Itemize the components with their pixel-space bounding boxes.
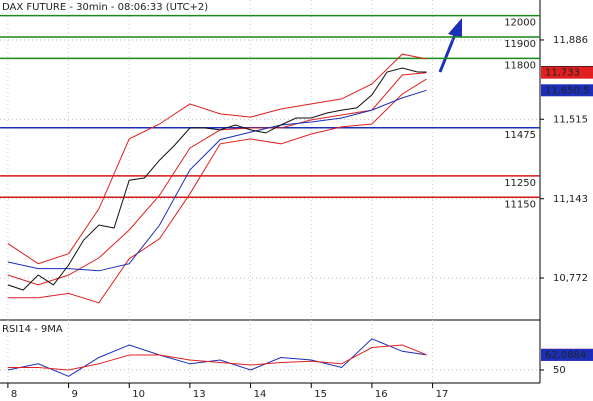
level-label: 12000 (504, 18, 536, 29)
price-tag-label: 11,650.5 (545, 85, 590, 96)
y-tick-label: 50 (553, 365, 566, 376)
level-label: 11800 (504, 60, 536, 71)
forecast-arrow (438, 31, 458, 73)
x-tick-label: 13 (193, 389, 206, 400)
series-line (7, 344, 427, 371)
y-tick-label: 10,772 (553, 273, 588, 284)
series-line (7, 53, 427, 265)
x-tick-label: 10 (132, 389, 145, 400)
series-line (7, 67, 427, 291)
forecast-arrow-head (448, 18, 462, 38)
series-line (7, 338, 427, 377)
price-tag-label: 62.0884 (545, 350, 586, 361)
x-tick-label: 17 (436, 389, 449, 400)
x-tick-label: 14 (254, 389, 267, 400)
series-line (7, 78, 427, 304)
price-tag (541, 348, 593, 361)
x-tick-label: 9 (72, 389, 78, 400)
price-tag-label: 11,733 (545, 68, 580, 79)
y-tick-label: 11,515 (553, 114, 588, 125)
y-tick-label: 11,886 (553, 35, 588, 46)
x-tick-label: 8 (11, 389, 17, 400)
level-label: 11900 (504, 39, 536, 50)
panel-title: DAX FUTURE - 30min - 08:06:33 (UTC+2) (2, 2, 208, 13)
panel-title: RSI14 - 9MA (2, 324, 63, 335)
price-tag (541, 66, 593, 79)
level-label: 11475 (504, 130, 536, 141)
y-tick-label: 11,143 (553, 194, 588, 205)
x-tick-label: 15 (314, 389, 327, 400)
price-tag (541, 84, 593, 97)
level-label: 11250 (504, 178, 536, 189)
level-label: 11150 (504, 199, 536, 210)
x-tick-label: 16 (375, 389, 388, 400)
series-line (7, 89, 427, 272)
